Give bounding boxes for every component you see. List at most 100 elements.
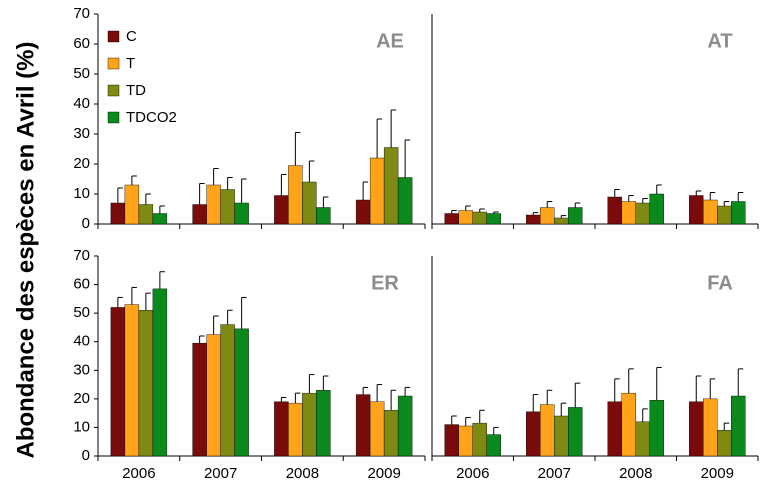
x-tick-label-fa: 2007 <box>538 465 571 482</box>
y-tick-label-ae: 10 <box>73 185 90 202</box>
y-tick-label-ae: 70 <box>73 5 90 22</box>
panel-label-er: ER <box>371 272 399 294</box>
bar-fa-td <box>717 430 732 457</box>
bar-er-t <box>206 334 221 457</box>
bar-er-td <box>383 410 399 457</box>
legend-label-tdco2: TDCO2 <box>126 109 177 126</box>
y-tick-label-ae: 0 <box>82 215 90 232</box>
bar-fa-tdco2 <box>731 395 746 457</box>
x-tick-label-fa: 2009 <box>701 465 734 482</box>
bar-er-tdco2 <box>316 390 331 457</box>
legend-label-c: C <box>126 28 137 45</box>
bar-fa-t <box>621 392 636 457</box>
bar-at-td <box>635 202 650 225</box>
bar-at-t <box>540 207 555 225</box>
bar-ae-td <box>220 189 235 225</box>
y-tick-label-ae: 50 <box>73 65 90 82</box>
bar-at-t <box>703 199 718 225</box>
y-tick-label-er: 0 <box>82 447 90 464</box>
y-tick-label-er: 50 <box>73 304 90 321</box>
y-tick-label-er: 30 <box>73 361 90 378</box>
bar-ae-td <box>302 181 317 225</box>
y-tick-label-ae: 20 <box>73 155 90 172</box>
legend-swatch-td <box>107 84 120 97</box>
bar-er-c <box>110 307 126 457</box>
bar-fa-t <box>458 425 473 457</box>
legend-swatch-t <box>107 57 120 70</box>
bar-ae-tdco2 <box>234 202 249 225</box>
y-tick-label-er: 20 <box>73 390 90 407</box>
bar-ae-t <box>124 184 140 225</box>
bar-er-td <box>302 392 317 457</box>
bar-fa-td <box>554 415 569 457</box>
bar-at-td <box>554 217 569 225</box>
bar-fa-c <box>526 411 541 457</box>
x-tick-label-fa: 2006 <box>456 465 489 482</box>
bar-ae-t <box>369 157 385 225</box>
y-tick-label-er: 40 <box>73 333 90 350</box>
bar-at-c <box>526 214 541 225</box>
bar-er-tdco2 <box>397 395 413 457</box>
bar-ae-tdco2 <box>397 177 413 225</box>
bar-ae-t <box>288 165 303 225</box>
bar-at-tdco2 <box>568 207 583 225</box>
bar-fa-c <box>689 401 704 457</box>
bar-ae-c <box>192 204 207 225</box>
legend-swatch-tdco2 <box>107 111 120 124</box>
x-tick-label-er: 2008 <box>286 465 319 482</box>
x-tick-label-fa: 2008 <box>619 465 652 482</box>
bar-at-td <box>717 205 732 225</box>
bar-ae-td <box>383 147 399 225</box>
bar-ae-tdco2 <box>152 213 168 225</box>
bar-ae-c <box>355 199 371 225</box>
bar-er-c <box>274 401 289 457</box>
bar-er-t <box>288 402 303 457</box>
y-tick-label-ae: 40 <box>73 95 90 112</box>
bar-at-t <box>621 201 636 225</box>
bar-at-tdco2 <box>486 213 501 225</box>
bar-at-t <box>458 210 473 225</box>
legend-swatch-c <box>107 30 120 43</box>
bar-ae-t <box>206 184 221 225</box>
bar-fa-c <box>607 401 622 457</box>
bar-at-c <box>607 196 622 225</box>
panel-label-fa: FA <box>707 272 733 294</box>
bar-er-td <box>138 310 154 457</box>
x-tick-label-er: 2009 <box>367 465 400 482</box>
bar-fa-tdco2 <box>649 400 664 457</box>
bar-fa-tdco2 <box>486 434 501 457</box>
bar-er-tdco2 <box>152 288 168 457</box>
bar-ae-td <box>138 204 154 225</box>
legend-label-t: T <box>126 55 135 72</box>
panel-label-at: AT <box>707 30 732 52</box>
bar-ae-tdco2 <box>316 207 331 225</box>
bar-at-tdco2 <box>649 193 664 225</box>
bar-ae-c <box>110 202 126 225</box>
bar-at-c <box>444 213 459 225</box>
bar-er-c <box>355 394 371 457</box>
bar-fa-td <box>635 421 650 457</box>
y-tick-label-er: 10 <box>73 418 90 435</box>
bar-er-t <box>124 304 140 457</box>
legend-label-td: TD <box>126 82 146 99</box>
y-tick-label-ae: 60 <box>73 35 90 52</box>
bar-fa-td <box>472 422 487 457</box>
bar-fa-tdco2 <box>568 407 583 457</box>
x-tick-label-er: 2006 <box>122 465 155 482</box>
bar-er-c <box>192 342 207 457</box>
bar-at-c <box>689 195 704 225</box>
y-tick-label-ae: 30 <box>73 125 90 142</box>
bar-er-t <box>369 401 385 457</box>
y-tick-label-er: 70 <box>73 247 90 264</box>
y-axis-label: Abondance des espèces en Avril (%) <box>12 41 39 458</box>
bar-ae-c <box>274 195 289 225</box>
y-tick-label-er: 60 <box>73 276 90 293</box>
bar-fa-t <box>703 398 718 457</box>
bar-er-td <box>220 324 235 457</box>
bar-fa-c <box>444 424 459 457</box>
bar-er-tdco2 <box>234 328 249 457</box>
panel-label-ae: AE <box>376 30 404 52</box>
bar-at-td <box>472 211 487 225</box>
